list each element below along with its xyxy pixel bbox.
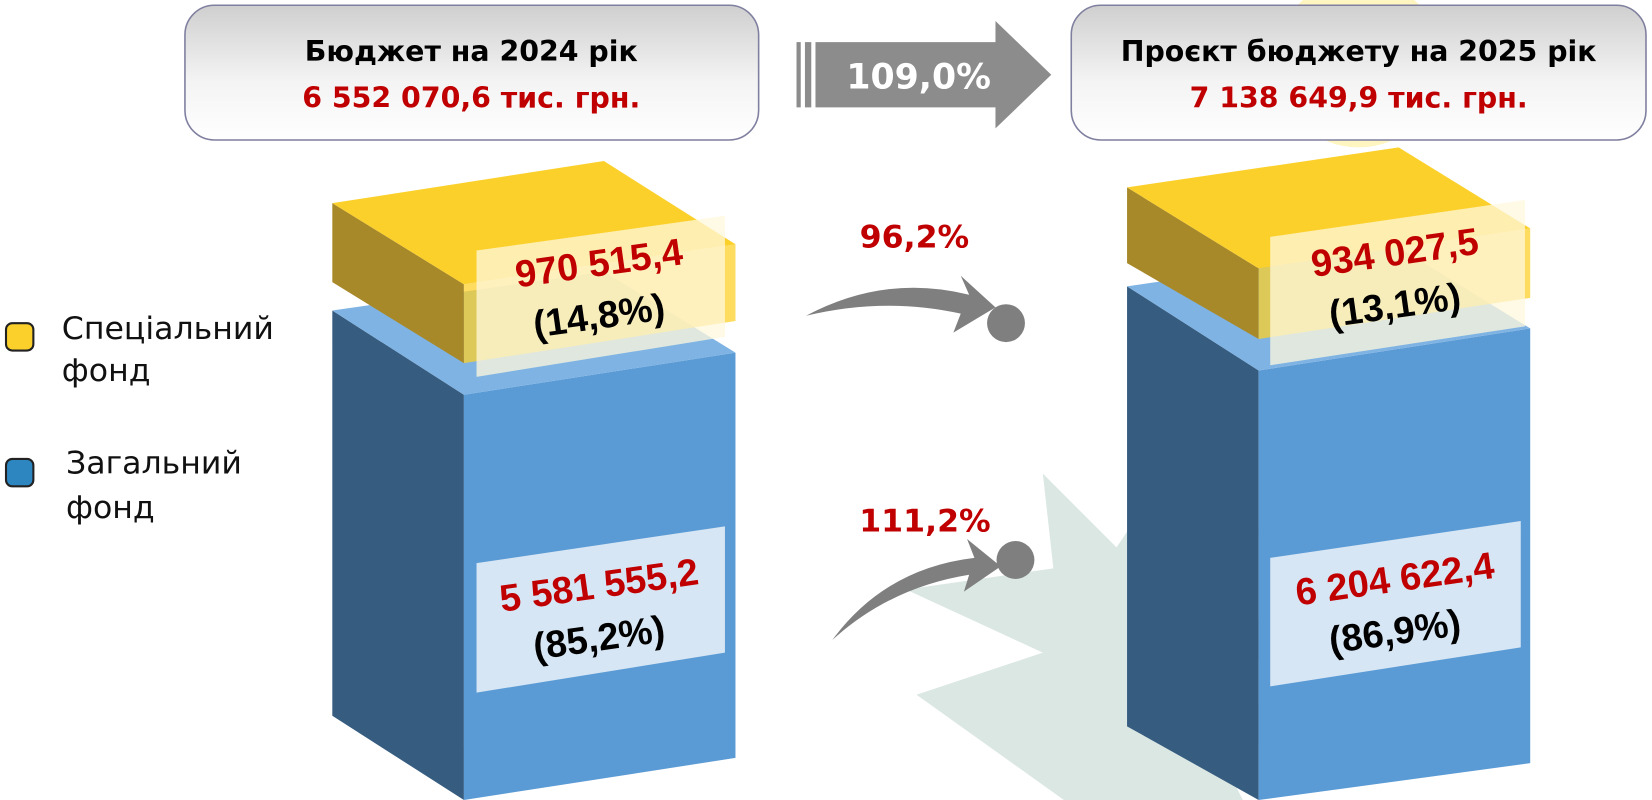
- header-amount: 6 552 070,6 тис. грн.: [302, 81, 640, 114]
- growth-dot: [996, 541, 1035, 579]
- growth-arrow: [832, 538, 1001, 640]
- legend-label: фонд: [62, 353, 151, 389]
- legend-swatch: [4, 457, 35, 488]
- header-box: [184, 4, 760, 141]
- column: [332, 161, 736, 800]
- growth-label: 111,2%: [859, 504, 990, 540]
- column: [1127, 147, 1531, 800]
- legend-label: Загальний: [66, 446, 242, 482]
- header-title: Проєкт бюджету на 2025 рік: [1121, 35, 1597, 68]
- change-arrow: [796, 21, 1052, 129]
- growth-dot: [987, 304, 1025, 343]
- legend-swatch: [4, 322, 35, 352]
- header-title: Бюджет на 2024 рік: [305, 35, 638, 68]
- change-label: 109,0%: [846, 57, 991, 97]
- legend-label: фонд: [66, 490, 155, 526]
- header-box: [1070, 4, 1647, 141]
- growth-arrow: [806, 275, 996, 333]
- header-amount: 7 138 649,9 тис. грн.: [1190, 81, 1528, 114]
- growth-label: 96,2%: [860, 219, 970, 255]
- legend-label: Спеціальний: [62, 311, 274, 347]
